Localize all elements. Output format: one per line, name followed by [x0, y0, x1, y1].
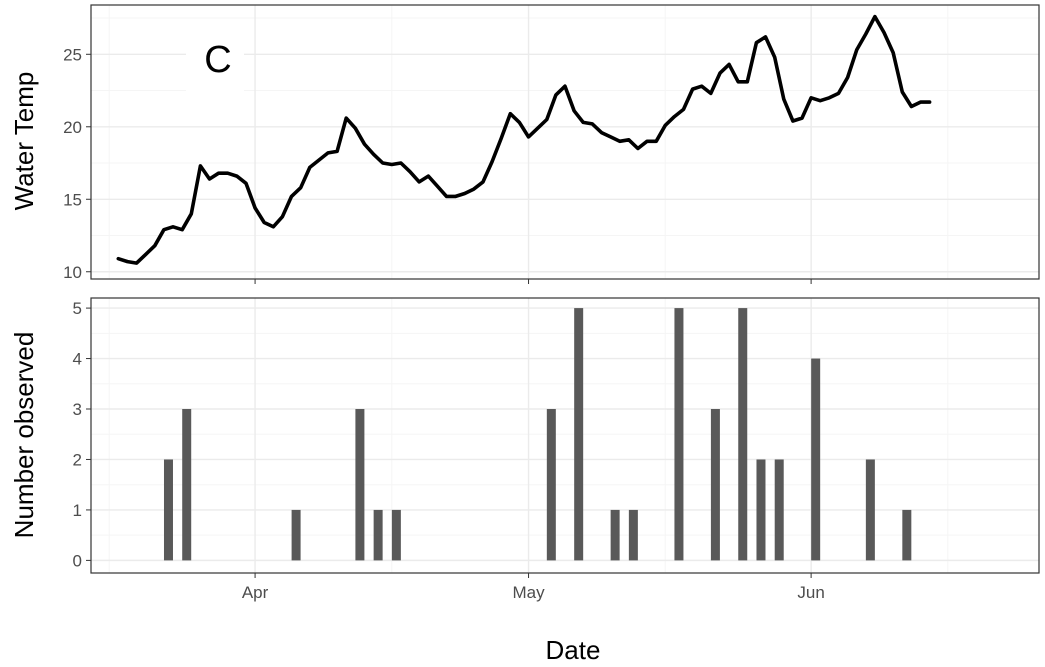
observation-bar	[902, 509, 912, 561]
y-tick-label: 3	[73, 400, 82, 419]
water-temp-panel-border	[90, 4, 1040, 280]
water-temp-line	[116, 14, 932, 265]
x-tick-label: Jun	[797, 583, 824, 602]
panel-tag-background	[186, 20, 244, 95]
observation-bar	[865, 459, 875, 561]
y-tick-label: 20	[63, 118, 82, 137]
observation-bar	[182, 409, 192, 561]
observation-bar	[628, 509, 638, 561]
observation-bar	[291, 509, 301, 561]
y-tick-label: 2	[73, 450, 82, 469]
observation-bar	[574, 308, 584, 561]
y-tick-label: 15	[63, 190, 82, 209]
observation-bar	[163, 459, 173, 561]
observation-bar	[738, 308, 748, 561]
y-tick-label: 25	[63, 45, 82, 64]
water-temp-panel: 10 15 20 25	[63, 4, 1040, 284]
y-tick-label: 0	[73, 551, 82, 570]
observation-bar	[373, 509, 383, 561]
x-tick-label: Apr	[242, 583, 269, 602]
y-tick-label: 1	[73, 501, 82, 520]
observation-bar	[610, 509, 620, 561]
x-tick-label: May	[512, 583, 545, 602]
observation-bar	[774, 459, 784, 561]
observation-bar	[811, 358, 821, 561]
x-axis-title: Date	[546, 635, 601, 665]
y-axis-title-number-observed: Number observed	[9, 332, 39, 539]
observation-bar	[710, 409, 720, 561]
observation-bar	[674, 308, 684, 561]
observations-panel-border	[90, 297, 1040, 574]
y-tick-label: 5	[73, 299, 82, 318]
observation-bar	[756, 459, 766, 561]
y-tick-label: 10	[63, 263, 82, 282]
observations-panel: 0 1 2 3 4 5 Apr May Jun	[73, 297, 1040, 602]
y-tick-label: 4	[73, 350, 82, 369]
y-axis-title-water-temp: Water Temp	[9, 72, 39, 211]
panel-tag: C	[204, 39, 231, 81]
observation-bar	[391, 509, 401, 561]
observation-bar	[546, 409, 556, 561]
water-temp-panel-background	[91, 5, 1039, 279]
observations-panel-background	[91, 298, 1039, 573]
observation-bar	[355, 409, 365, 561]
